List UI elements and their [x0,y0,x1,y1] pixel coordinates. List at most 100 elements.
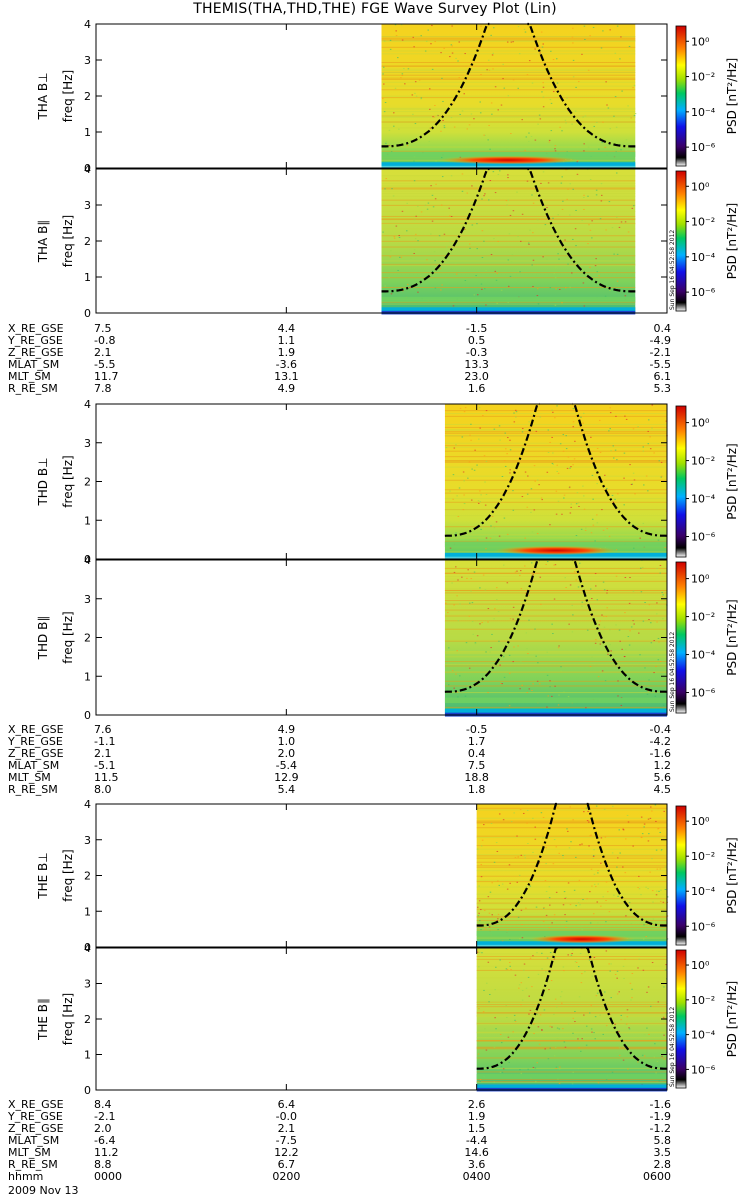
speckle [616,866,618,868]
speckle [595,805,598,807]
speckle [590,868,593,870]
speckle [567,456,570,458]
colorbar-scale [675,561,687,714]
spectral-line [381,188,636,190]
speckle [637,426,639,428]
speckle [610,450,612,452]
gyrofrequency-curve [476,946,558,1070]
speckle [523,963,526,965]
speckle [385,178,388,180]
speckle [535,655,537,657]
speckle [618,1054,621,1056]
speckle [397,57,399,59]
speckle [536,952,538,954]
ephemeris-label: MLT_SM [8,370,51,383]
speckle [520,1072,523,1074]
speckle [514,571,517,573]
speckle [579,952,582,954]
speckle [528,60,531,62]
speckle [455,57,457,59]
speckle [596,901,599,903]
speckle [595,639,597,641]
speckle [589,1012,591,1014]
spectral-line [476,821,667,823]
speckle [580,982,583,984]
speckle [525,885,528,887]
speckle [568,486,571,488]
speckle [597,872,599,874]
speckle [581,605,583,607]
speckle [528,688,531,690]
speckle [432,206,435,208]
speckle [614,96,617,98]
speckle [470,439,472,441]
speckle [461,436,464,438]
speckle [401,39,404,41]
speckle [557,806,559,808]
panel-name: THA B∥ [36,220,50,264]
speckle [440,52,442,54]
speckle [494,925,496,927]
speckle [527,653,529,655]
speckle [545,891,548,893]
speckle [480,528,482,530]
spectral-line [444,651,667,653]
speckle [530,562,533,564]
speckle [602,30,604,32]
speckle [503,517,506,519]
speckle [400,77,402,79]
colorbar-tick-label: 10⁻⁴ [691,1029,716,1042]
speckle [473,469,476,471]
speckle [552,863,555,865]
speckle [631,997,633,999]
speckle [487,139,489,141]
ephemeris-value: -4.2 [649,735,671,748]
colorbar-tick-label: 10⁻² [691,994,715,1007]
speckle [484,1028,486,1030]
speckle [590,436,592,438]
speckle [595,995,598,997]
spectral-line [476,857,667,859]
speckle [453,571,456,573]
speckle [633,619,636,621]
speckle [478,900,481,902]
speckle [443,233,446,235]
speckle [581,53,583,55]
speckle [469,434,471,436]
ephemeris-value: 12.2 [274,1146,299,1159]
speckle [622,1059,625,1061]
speckle [615,415,617,417]
y-tick-label: 4 [84,942,91,955]
ephemeris-value: 0400 [462,1170,491,1183]
speckle [582,282,585,284]
spectral-line [444,597,667,599]
spectral-line [381,190,636,192]
speckle [431,25,433,27]
speckle [603,808,606,810]
speckle [563,970,565,972]
spectral-line [476,835,667,837]
speckle [507,437,509,439]
spectral-line [381,121,636,123]
speckle [429,274,432,276]
speckle [495,279,498,281]
speckle [647,840,650,842]
speckle [424,50,427,52]
speckle [483,824,485,826]
speckle [621,90,623,92]
speckle [441,77,443,79]
ephemeris-label: X_RE_GSE [8,322,64,335]
speckle [449,547,452,549]
speckle [413,249,416,251]
low-freq-band [444,541,667,547]
speckle [591,518,594,520]
spectral-line [444,475,667,477]
speckle [620,1019,622,1021]
speckle [506,929,509,931]
ephemeris-value: 0.4 [467,747,486,760]
speckle [637,967,639,969]
spectral-line [476,916,667,918]
speckle [480,876,483,878]
panel-name: THE B⊥ [36,852,50,899]
speckle [602,529,605,531]
